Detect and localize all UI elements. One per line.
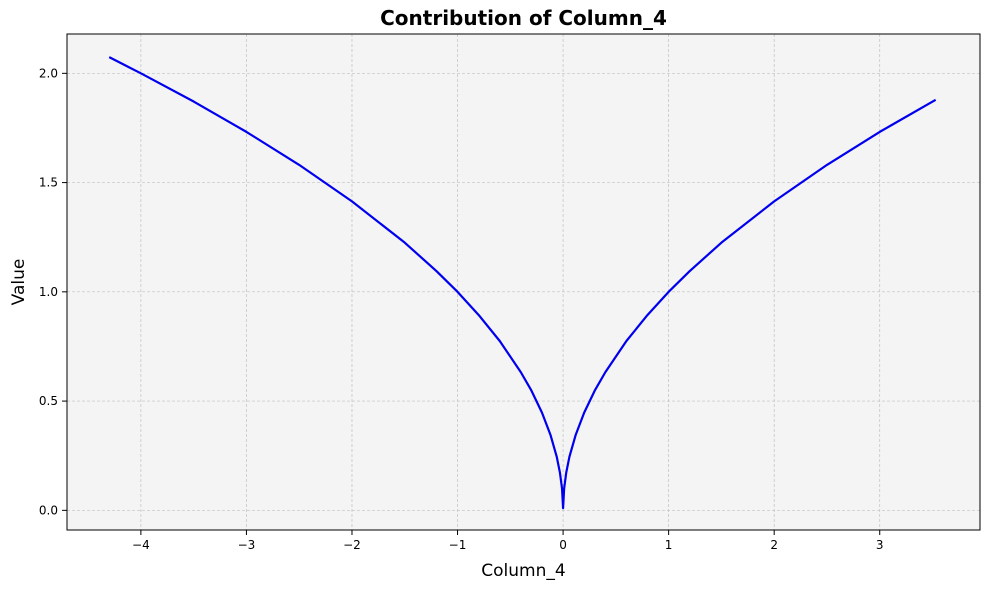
y-tick-label: 1.0: [39, 285, 58, 299]
y-tick-label: 1.5: [39, 176, 58, 190]
x-axis-title: Column_4: [481, 561, 565, 581]
x-tick-label: −2: [343, 538, 361, 552]
chart-title: Contribution of Column_4: [380, 6, 667, 30]
series-line: [108, 56, 937, 510]
y-axis-title: Value: [9, 259, 29, 306]
x-tick-label: 2: [770, 538, 778, 552]
y-tick-label: 0.0: [39, 503, 58, 517]
plot-frame: [66, 33, 981, 531]
x-tick-label: −1: [449, 538, 467, 552]
y-tick-label: 0.5: [39, 394, 58, 408]
x-tick-label: 0: [559, 538, 567, 552]
axis-ticks: −4 −3 −2 −1 0 1 2 3 0.0 0.5 1.0 1.5 2.0: [39, 66, 884, 552]
x-tick-label: 3: [876, 538, 884, 552]
x-tick-label: 1: [665, 538, 673, 552]
grid-lines: [67, 34, 980, 530]
y-tick-label: 2.0: [39, 66, 58, 80]
x-tick-label: −4: [132, 538, 150, 552]
x-tick-label: −3: [238, 538, 256, 552]
